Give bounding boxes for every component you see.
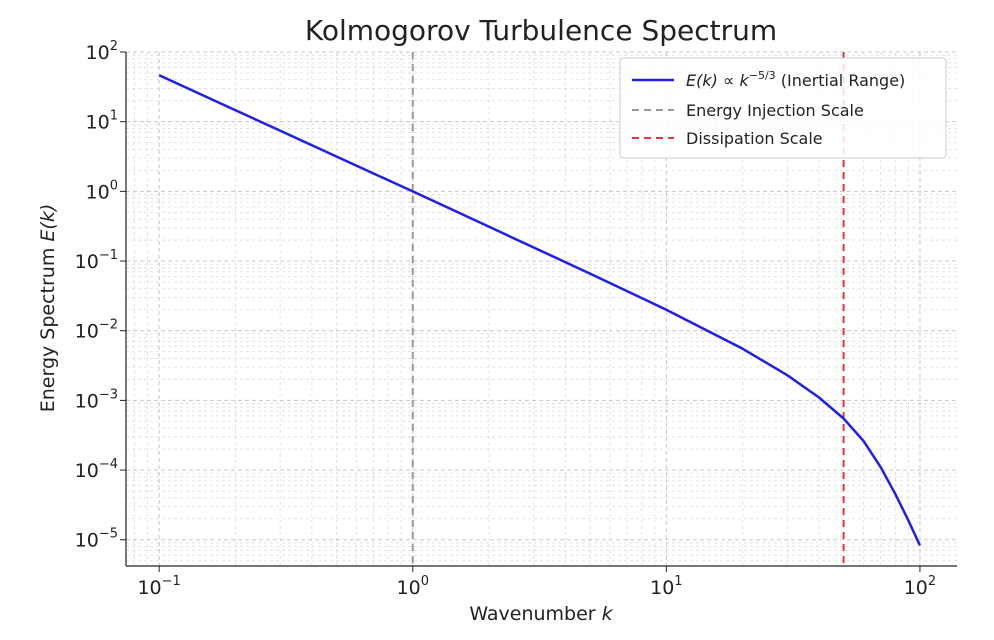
x-tick-label: 102 (904, 574, 936, 599)
x-tick-label: 101 (650, 574, 682, 599)
y-tick-label: 10−5 (75, 527, 118, 552)
x-tick-label: 100 (397, 574, 429, 599)
y-tick-label: 101 (86, 109, 118, 134)
y-tick-label: 10−4 (75, 457, 118, 482)
x-axis-label-var: k (602, 603, 614, 625)
spectrum-line (158, 74, 922, 546)
y-axis-label: Energy Spectrum E(k) (37, 204, 59, 413)
y-tick-label: 102 (86, 39, 118, 64)
x-axis-label: Wavenumber k (469, 603, 613, 625)
legend-label-injection: Energy Injection Scale (686, 101, 864, 120)
legend: E(k) ∝ k−5/3 (Inertial Range) Energy Inj… (619, 57, 947, 159)
series-layer (158, 74, 922, 546)
x-tick-label: 10−1 (137, 574, 180, 599)
y-ticks: 10−5 10−4 10−3 10−2 10−1 100 101 102 (75, 39, 126, 552)
legend-label-spectrum-exp: −5/3 (749, 69, 776, 82)
y-tick-label: 100 (86, 178, 118, 203)
legend-label-spectrum-main: E(k) ∝ k (686, 71, 749, 90)
y-tick-label: 10−1 (75, 248, 118, 273)
grid-minor (126, 52, 957, 566)
legend-box (619, 57, 947, 159)
y-tick-label: 10−2 (75, 318, 118, 343)
y-axis-label-var: E(k) (37, 204, 59, 242)
y-axis-label-text: Energy Spectrum (37, 248, 59, 413)
legend-label-spectrum-rest: (Inertial Range) (776, 71, 906, 90)
x-axis-label-text: Wavenumber (469, 603, 595, 625)
x-ticks: 10−1 100 101 102 (137, 566, 936, 599)
legend-label-dissipation: Dissipation Scale (686, 129, 823, 148)
chart-title: Kolmogorov Turbulence Spectrum (305, 14, 777, 47)
axes (125, 52, 957, 567)
legend-label-spectrum: E(k) ∝ k−5/3 (Inertial Range) (686, 69, 905, 90)
y-tick-label: 10−3 (75, 387, 118, 412)
